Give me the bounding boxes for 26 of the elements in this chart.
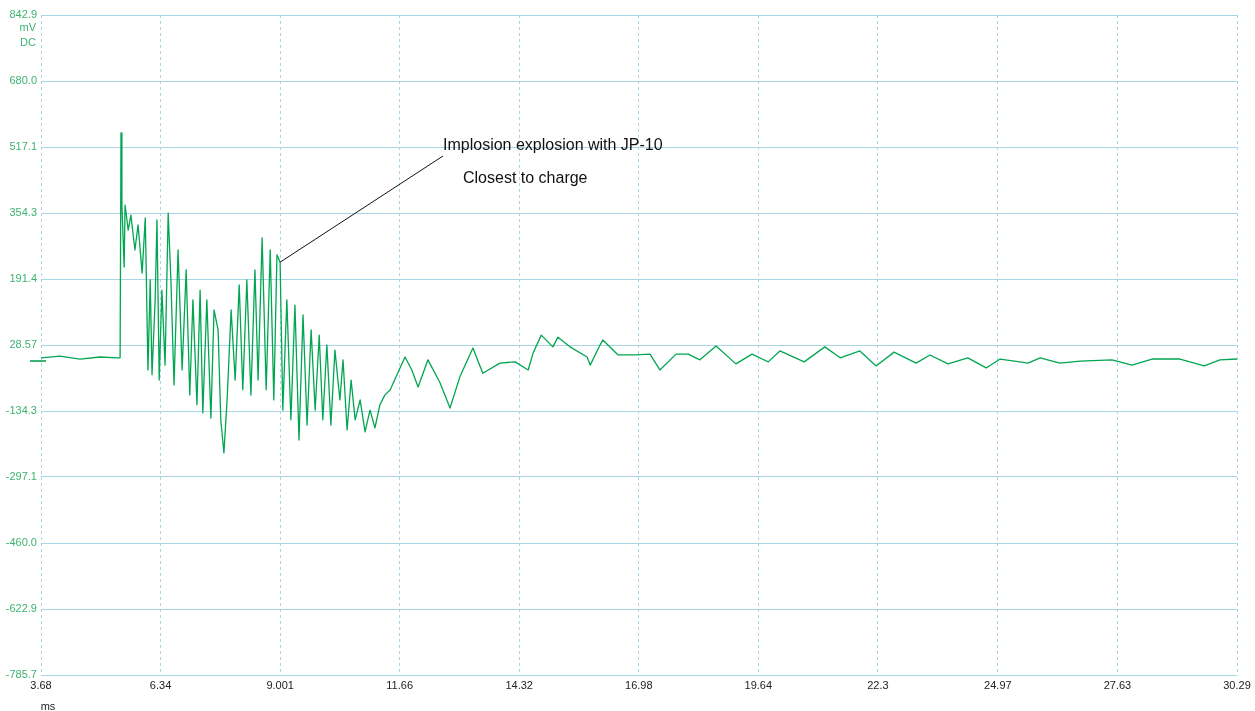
annotation: Implosion explosion with JP-10 — [443, 136, 663, 154]
y-tick-label: -785.7 — [5, 668, 37, 681]
x-axis-title: ms — [40, 699, 56, 711]
x-tick-label: 30.29 — [1223, 678, 1251, 691]
y-tick-label: 354.3 — [9, 206, 37, 219]
x-tick-label: 27.63 — [1103, 678, 1132, 691]
x-tick-label: 16.98 — [625, 678, 653, 691]
x-tick-label: 6.34 — [149, 678, 172, 691]
y-tick-label: 28.57 — [9, 338, 37, 351]
x-tick-label: 19.64 — [744, 678, 773, 691]
y-tick-label: -297.1 — [5, 470, 37, 483]
y-tick-label: 842.9 — [9, 8, 37, 21]
y-tick-label: 517.1 — [9, 140, 37, 153]
x-tick-label: 14.32 — [505, 678, 533, 691]
y-tick-label: -460.0 — [5, 536, 37, 549]
annotation: Closest to charge — [463, 169, 588, 187]
y-tick-label: -622.9 — [5, 602, 37, 615]
y-axis-title: mV DC — [19, 20, 37, 48]
y-tick-label: 191.4 — [9, 272, 37, 285]
y-tick-label: -134.3 — [5, 404, 37, 417]
x-tick-label: 9.001 — [266, 678, 294, 691]
x-tick-label: 3.68 — [30, 678, 52, 691]
x-tick-label: 11.66 — [386, 678, 414, 691]
x-tick-label: 22.3 — [867, 678, 889, 691]
x-tick-label: 24.97 — [984, 678, 1012, 691]
y-tick-label: 680.0 — [9, 74, 37, 87]
